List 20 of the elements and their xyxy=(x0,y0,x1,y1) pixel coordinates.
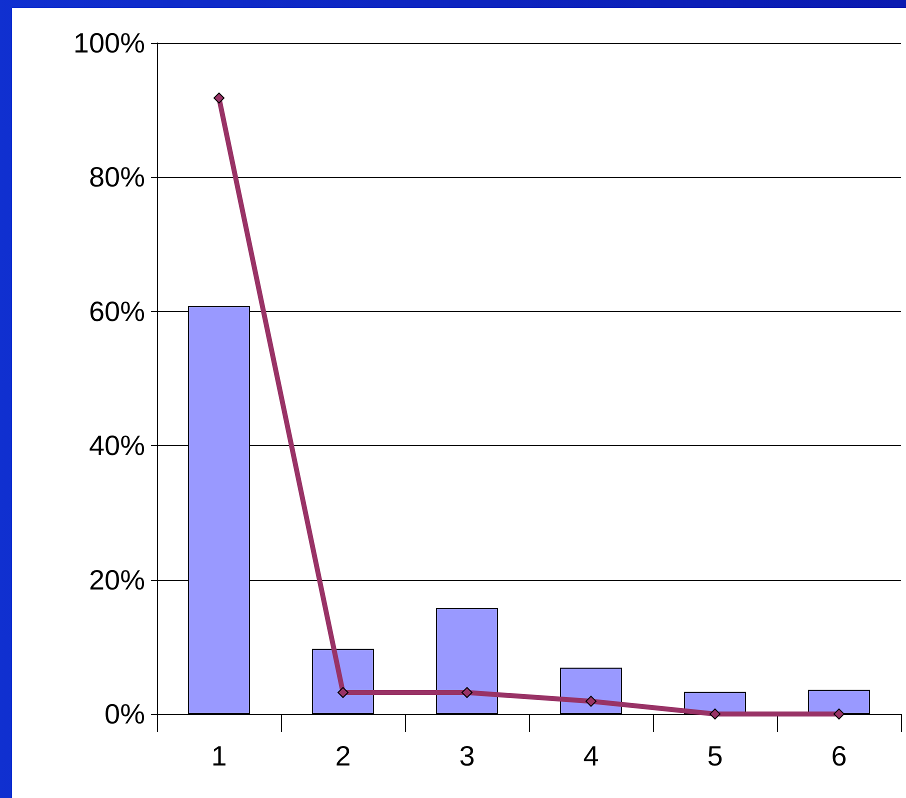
y-tick-label: 80% xyxy=(88,162,145,193)
y-tick-label: 40% xyxy=(88,430,145,462)
bar xyxy=(436,608,498,714)
y-tick-label: 60% xyxy=(88,296,145,327)
point xyxy=(834,708,844,720)
x-tick-label: 3 xyxy=(459,740,475,772)
point xyxy=(214,92,224,104)
point xyxy=(338,687,348,698)
x-tick-label: 4 xyxy=(583,740,599,772)
y-tick-label: 0% xyxy=(104,698,145,730)
x-tick-label: 1 xyxy=(211,740,227,772)
point xyxy=(586,696,596,707)
point xyxy=(462,687,472,698)
x-tick-label: 6 xyxy=(831,740,847,772)
point xyxy=(710,708,720,720)
y-tick-label: 20% xyxy=(88,564,145,596)
x-tick-label: 5 xyxy=(707,740,723,772)
x-tick-label: 2 xyxy=(335,740,351,772)
y-tick-label: 100% xyxy=(73,28,145,58)
bar xyxy=(312,648,374,714)
